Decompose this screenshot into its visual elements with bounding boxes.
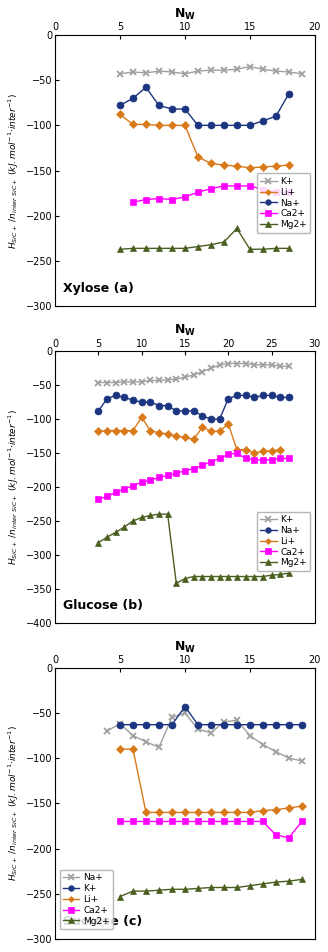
X-axis label: $\mathbf{N_W}$: $\mathbf{N_W}$ bbox=[174, 324, 196, 339]
Text: Glucose (b): Glucose (b) bbox=[63, 599, 143, 612]
X-axis label: $\mathbf{N_W}$: $\mathbf{N_W}$ bbox=[174, 640, 196, 655]
Legend: Na+, K+, Li+, Ca2+, Mg2+: Na+, K+, Li+, Ca2+, Mg2+ bbox=[60, 870, 113, 929]
X-axis label: $\mathbf{N_W}$: $\mathbf{N_W}$ bbox=[174, 7, 196, 22]
Y-axis label: $H_{SiC+}\ /n_{inter\ SiC+}\ (kJ.mol^{-1}{\cdot}inter^{-1})$: $H_{SiC+}\ /n_{inter\ SiC+}\ (kJ.mol^{-1… bbox=[7, 92, 21, 248]
Text: Xylose (a): Xylose (a) bbox=[63, 283, 134, 295]
Y-axis label: $H_{SiC+}\ /n_{inter\ SiC+}\ (kJ.mol^{-1}{\cdot}inter^{-1})$: $H_{SiC+}\ /n_{inter\ SiC+}\ (kJ.mol^{-1… bbox=[7, 409, 21, 565]
Y-axis label: $H_{SiC+}\ /n_{inter\ SiC+}\ (kJ.mol^{-1}{\cdot}inter^{-1})$: $H_{SiC+}\ /n_{inter\ SiC+}\ (kJ.mol^{-1… bbox=[7, 725, 21, 882]
Text: Sucrose (c): Sucrose (c) bbox=[63, 915, 142, 928]
Legend: K+, Li+, Na+, Ca2+, Mg2+: K+, Li+, Na+, Ca2+, Mg2+ bbox=[256, 173, 310, 233]
Legend: K+, Na+, Li+, Ca2+, Mg2+: K+, Na+, Li+, Ca2+, Mg2+ bbox=[256, 511, 310, 571]
